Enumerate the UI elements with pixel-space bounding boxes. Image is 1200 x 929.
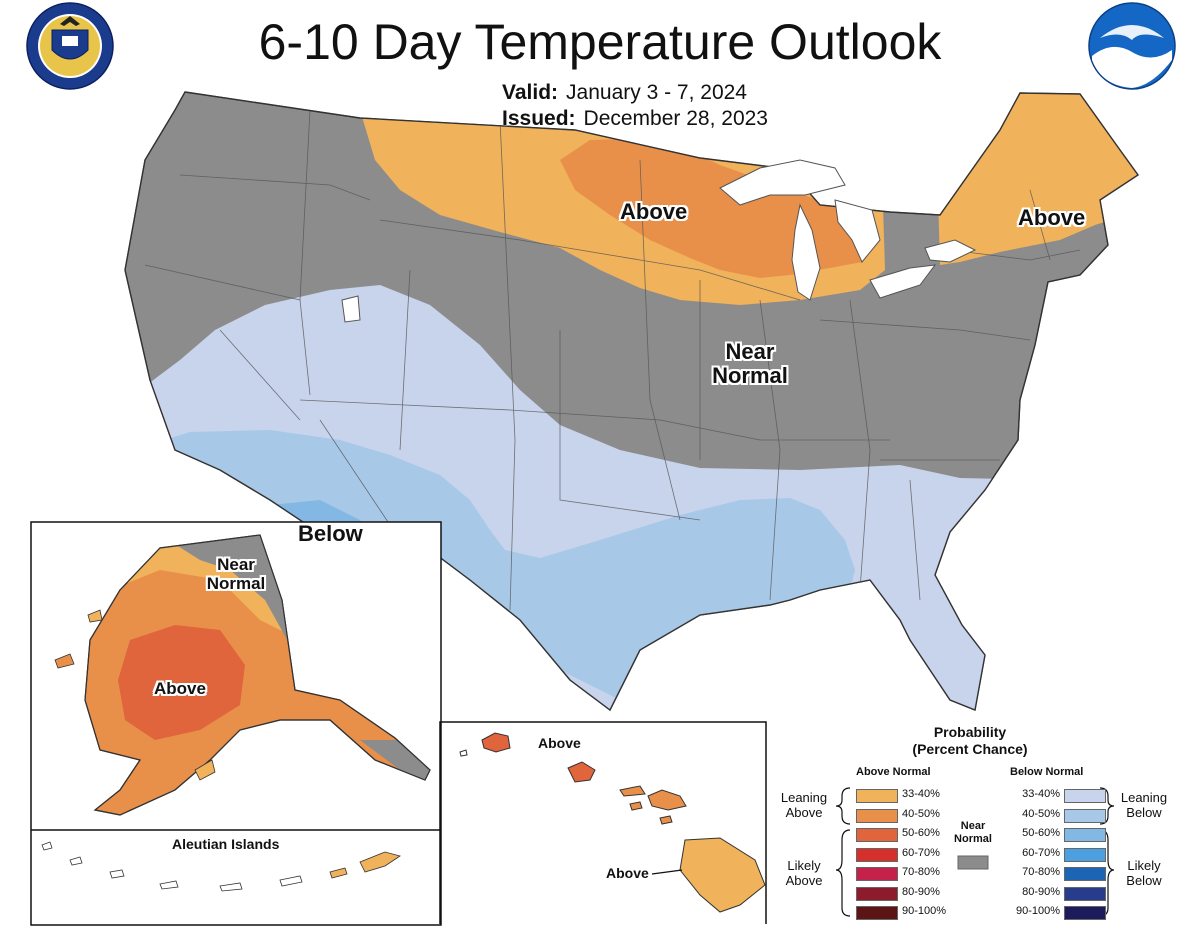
legend-below-range-0: 33-40% xyxy=(1022,788,1060,800)
alaska-above-core xyxy=(118,625,245,740)
legend-likely-above: Likely Above xyxy=(772,858,836,888)
legend-below-swatch-6 xyxy=(1064,906,1106,920)
legend-above-swatch-6 xyxy=(856,906,898,920)
legend-brackets xyxy=(835,787,1115,917)
aleutian-islands xyxy=(41,841,401,892)
noaa-logo-icon xyxy=(1088,2,1176,90)
legend-below-range-3: 60-70% xyxy=(1022,846,1060,859)
conus-above-north-core xyxy=(560,138,865,278)
kauai-island xyxy=(481,732,511,753)
legend-below-swatch-3 xyxy=(1064,847,1106,862)
alaska-normal-word: Normal xyxy=(206,573,266,593)
commerce-seal-icon xyxy=(26,2,114,90)
leaning-above-word2: Above xyxy=(785,805,823,820)
legend-below-swatch-4 xyxy=(1064,867,1106,881)
legend-below-range-4: 70-80% xyxy=(1022,866,1060,878)
hawaii-above-big-island-label: Above xyxy=(606,865,649,881)
issued-value: December 28, 2023 xyxy=(583,107,768,130)
legend-title-line1: Probability xyxy=(933,724,1007,740)
issued-date-line: Issued: December 28, 2023 xyxy=(502,106,768,132)
legend-above-swatch-0 xyxy=(856,789,898,803)
alaska-near-word: Near xyxy=(217,555,255,574)
alaska-above-label: Above xyxy=(154,679,206,698)
aleutian-islands-title: Aleutian Islands xyxy=(172,836,280,852)
legend-below-range-1: 40-50% xyxy=(1022,807,1060,820)
legend-above-range-1: 40-50% xyxy=(902,807,940,820)
legend-above-range-6: 90-100% xyxy=(902,905,947,917)
likely-above-word2: Above xyxy=(785,873,823,888)
noaa-logo-text: NOAA xyxy=(1110,13,1149,28)
near-normal-word2: Normal xyxy=(954,833,992,845)
legend-above-range-4: 70-80% xyxy=(902,866,940,878)
likely-below-word2: Below xyxy=(1126,873,1162,888)
great-lakes xyxy=(341,159,977,323)
legend-near-normal-swatch xyxy=(957,855,989,870)
legend-below-swatch-1 xyxy=(1064,808,1106,823)
conus-near-word: Near xyxy=(725,339,775,364)
conus-normal-word: Normal xyxy=(712,363,788,389)
valid-label: Valid: xyxy=(502,81,559,104)
oahu-island xyxy=(567,761,596,783)
conus-near-label: Near Normal xyxy=(700,339,800,389)
hawaii-above-kauai-label: Above xyxy=(538,735,581,751)
legend-above-range-3: 60-70% xyxy=(902,846,940,859)
legend-title-line2: (Percent Chance) xyxy=(912,741,1028,757)
legend-above-range-0: 33-40% xyxy=(902,788,940,800)
legend-below-range-6: 90-100% xyxy=(1015,905,1060,917)
leaning-above-word1: Leaning xyxy=(780,790,828,805)
near-normal-word1: Near xyxy=(960,820,986,832)
legend-below-range-5: 80-90% xyxy=(1022,885,1060,898)
legend-leaning-below: Leaning Below xyxy=(1112,790,1176,820)
leaning-below-word2: Below xyxy=(1126,805,1162,820)
alaska-near-label: Near Normal xyxy=(196,555,276,593)
legend-above-header: Above Normal xyxy=(856,766,931,778)
valid-date-line: Valid: January 3 - 7, 2024 xyxy=(502,80,747,106)
legend-leaning-above: Leaning Above xyxy=(772,790,836,820)
legend-below-swatch-5 xyxy=(1064,886,1106,901)
hawaii-islands xyxy=(459,732,766,913)
big-island xyxy=(679,837,766,913)
legend-above-swatch-1 xyxy=(856,808,898,823)
legend-above-swatch-3 xyxy=(856,847,898,862)
issued-label: Issued: xyxy=(502,107,576,130)
likely-below-word1: Likely xyxy=(1127,858,1161,873)
legend-below-swatch-0 xyxy=(1064,789,1106,803)
state-boundaries xyxy=(144,109,1081,611)
legend-above-swatch-4 xyxy=(856,867,898,881)
legend-below-range-2: 50-60% xyxy=(1022,827,1060,839)
legend-above-range-2: 50-60% xyxy=(902,827,940,839)
valid-value: January 3 - 7, 2024 xyxy=(566,81,747,104)
legend-likely-below: Likely Below xyxy=(1112,858,1176,888)
likely-above-word1: Likely xyxy=(787,858,821,873)
conus-below-label: Below xyxy=(298,521,363,546)
legend-above-swatch-5 xyxy=(856,886,898,901)
conus-above-north-label: Above xyxy=(620,199,688,224)
conus-above-northeast-label: Above xyxy=(1018,205,1086,230)
conus-below-likely xyxy=(125,430,855,700)
legend-above-range-5: 80-90% xyxy=(902,885,940,898)
legend-above-swatch-2 xyxy=(856,828,898,842)
legend-below-header: Below Normal xyxy=(1010,766,1084,778)
hawaii-inset-frame xyxy=(439,721,767,924)
conus-above-northeast xyxy=(935,92,1138,265)
leaning-below-word1: Leaning xyxy=(1120,790,1168,805)
legend-below-swatch-2 xyxy=(1064,828,1106,842)
legend-near-normal-label: Near Normal xyxy=(946,820,1000,846)
legend-title: Probability (Percent Chance) xyxy=(880,724,1060,758)
page-title: 6-10 Day Temperature Outlook xyxy=(258,14,942,70)
